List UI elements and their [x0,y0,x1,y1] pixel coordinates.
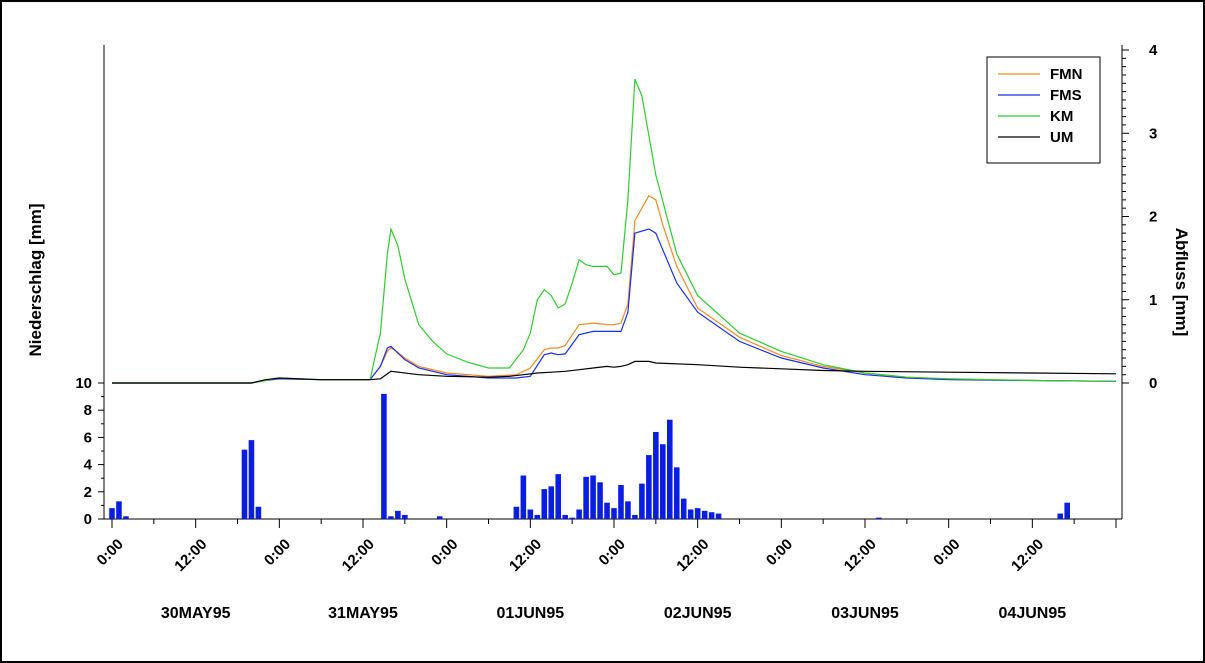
precip-bar [109,508,115,519]
precip-bar [604,502,610,519]
precip-bar [625,501,631,519]
precip-bar [618,485,624,519]
precip-bar [646,455,652,519]
precip-bar [1064,502,1070,519]
runoff-line-um [112,360,1117,384]
legend-box [986,56,1101,164]
runoff-y-tick-label: 0 [1149,375,1157,392]
precip-bar [555,474,562,519]
date-label: 30MAY95 [161,605,231,622]
precip-y-tick-label: 8 [84,402,92,419]
precip-bar [402,514,408,519]
precip-y-tick-label: 0 [84,511,92,528]
precip-bar [123,516,129,519]
precip-bar [388,516,394,519]
precip-bar [590,475,596,519]
legend-label-um: UM [1050,129,1073,146]
precipitation-y-ticks: 0 2 4 6 8 10 [75,375,104,528]
precip-bar [632,514,638,519]
precip-bar [597,482,603,519]
precip-bar [876,517,882,519]
precip-bar [548,486,555,519]
precipitation-bars [109,393,1070,519]
precip-bar [527,509,534,519]
precip-bar [241,449,248,519]
precip-bar [1057,513,1064,519]
precip-y-tick-label: 4 [84,457,93,474]
runoff-lines [112,78,1117,384]
date-label: 04JUN95 [999,605,1067,622]
date-label: 02JUN95 [664,605,732,622]
runoff-line-fmn [112,194,1117,384]
date-label: 01JUN95 [497,605,565,622]
runoff-y-tick-label: 1 [1149,292,1157,309]
precip-bar [395,510,401,519]
precip-bar [660,444,666,519]
precip-bar [116,501,122,519]
precip-bar [653,431,659,519]
precip-bar [562,514,568,519]
precip-bar [513,506,520,519]
precip-bar [694,508,701,519]
precip-bar [576,509,582,519]
precip-bar [673,467,680,519]
precip-bar [680,498,687,519]
precip-y-tick-label: 2 [84,484,92,501]
precip-bar [534,514,541,519]
precip-bar [520,475,527,519]
precip-bar [611,508,617,519]
legend-label-fmn: FMN [1050,66,1083,83]
runoff-y-tick-label: 4 [1149,42,1158,59]
precip-bar [381,393,387,519]
precip-bar [701,510,708,519]
precip-bar [255,506,262,519]
runoff-line-fms [112,228,1117,384]
precip-bar [715,513,722,519]
runoff-y-tick-label: 3 [1149,125,1157,142]
runoff-line-km [112,78,1117,384]
precip-y-tick-label: 10 [75,375,92,392]
precip-y-tick-label: 6 [84,429,92,446]
precip-bar [666,419,673,519]
precip-bar [639,483,645,519]
precip-bar [687,509,694,519]
precip-bar [569,517,575,519]
right-axis-title: Abfluss [mm] [1172,228,1191,337]
precip-bar [436,516,443,519]
runoff-y-tick-label: 2 [1149,209,1157,226]
precip-bar [248,440,255,519]
left-axis-title: Niederschlag [mm] [26,203,45,356]
date-label: 03JUN95 [831,605,899,622]
legend-label-km: KM [1050,108,1073,125]
legend-label-fms: FMS [1050,87,1082,104]
legend: FMN FMS KM UM [986,56,1101,164]
date-labels: 30MAY95 31MAY95 01JUN95 02JUN95 03JUN95 04JUN… [161,605,1066,622]
date-label: 31MAY95 [328,605,398,622]
precip-bar [583,476,589,519]
precip-bar [708,512,715,519]
precip-bar [541,489,548,519]
runoff-y-ticks: 0 1 2 3 4 [1122,42,1158,392]
